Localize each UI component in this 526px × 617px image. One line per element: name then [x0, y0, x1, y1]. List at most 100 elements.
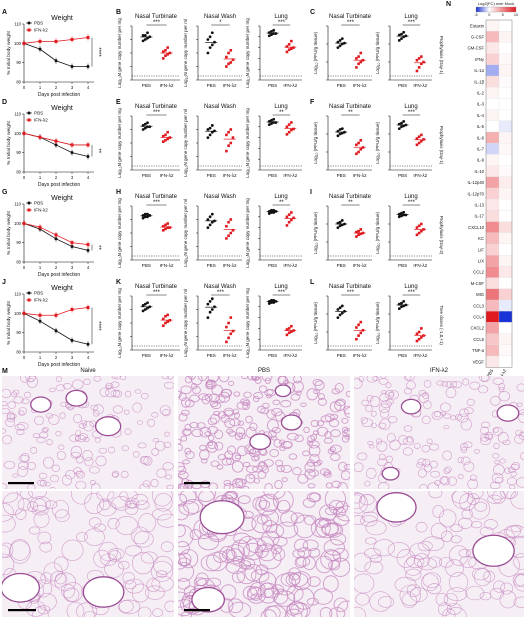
- category-label: PBS: [268, 263, 277, 268]
- alveolus: [52, 500, 69, 519]
- data-point: [397, 127, 401, 130]
- data-point: [70, 245, 74, 249]
- alveolus: [95, 455, 107, 467]
- row-side-label: Prophylaxis (Day-1): [439, 36, 444, 75]
- data-point: [22, 41, 26, 45]
- alveolus: [11, 391, 18, 398]
- alveolus: [343, 464, 350, 470]
- heatmap-N: N Log2(FC) over Mock -5 0 5 10 Eotaxin G-CSF GM-…: [446, 1, 518, 382]
- category-label: IFN-λ2: [353, 173, 367, 178]
- data-point: [206, 316, 210, 319]
- heatmap-cell: [485, 210, 500, 222]
- alveolus: [189, 394, 200, 403]
- alveolus: [227, 445, 236, 455]
- alveolus: [271, 584, 285, 595]
- data-point: [161, 224, 165, 228]
- alveolus: [418, 390, 427, 397]
- alveolus: [312, 378, 323, 386]
- heatmap-cell: [485, 333, 500, 345]
- alveolus: [484, 431, 494, 441]
- data-point: [359, 232, 363, 236]
- alveolus: [288, 573, 301, 586]
- alveolus: [17, 498, 31, 512]
- alveolus: [2, 435, 12, 445]
- alveolus: [242, 585, 258, 600]
- alveolus: [448, 572, 469, 593]
- alveolus: [272, 491, 294, 512]
- alveolus: [185, 450, 195, 460]
- alveolus: [430, 471, 441, 478]
- data-point: [417, 231, 421, 235]
- y-tick-label: 80: [16, 260, 21, 265]
- alveolus: [178, 475, 183, 486]
- data-point: [357, 55, 360, 58]
- data-point: [404, 213, 408, 217]
- alveolus: [273, 438, 282, 448]
- heatmap-cell: [485, 131, 500, 144]
- alveolus: [426, 438, 433, 444]
- alveolus: [457, 517, 473, 529]
- x-tick-label: 1: [39, 85, 42, 90]
- heatmap-row-label: CCL2: [473, 270, 484, 275]
- alveolus: [445, 607, 467, 617]
- alveolus: [459, 408, 470, 417]
- alveolus: [199, 444, 207, 452]
- alveolus: [165, 474, 173, 480]
- data-point: [420, 336, 423, 339]
- heatmap-cell: [498, 266, 513, 278]
- alveolus: [140, 551, 158, 564]
- significance-label: *: [219, 20, 222, 26]
- y-axis-title: Log10N gene copy number per mg: [117, 198, 123, 268]
- heatmap-cell: [498, 199, 513, 211]
- data-point: [267, 302, 271, 305]
- heatmap-column-label: PBS: [486, 368, 495, 378]
- alveolus: [138, 513, 156, 533]
- airway: [65, 389, 88, 407]
- alveolus: [207, 376, 219, 383]
- airway: [191, 586, 226, 613]
- alveolus: [232, 478, 244, 489]
- data-point: [210, 124, 214, 127]
- dot-plot-F: Lung PBS IFN-λ2 *** Log10 (PFU/g tissue): [375, 104, 432, 178]
- alveolus: [2, 503, 14, 522]
- alveolus: [98, 447, 108, 454]
- heatmap-row-label: MIG: [476, 292, 484, 297]
- alveolus: [439, 476, 449, 485]
- alveolus: [120, 470, 129, 479]
- alveolus: [457, 474, 464, 480]
- heatmap-row-label: G-CSF: [471, 34, 484, 39]
- heatmap-row-label: IL-12p40: [467, 180, 484, 185]
- data-point: [287, 327, 291, 330]
- category-label: PBS: [142, 263, 151, 268]
- data-point: [70, 143, 74, 147]
- y-axis-title: Log10N gene copy number per ml: [183, 199, 189, 267]
- x-tick-label: 3: [71, 85, 74, 90]
- x-tick-label: 2: [55, 175, 58, 180]
- alveolus: [266, 409, 276, 420]
- alveolus: [211, 402, 222, 410]
- alveolus: [258, 460, 266, 467]
- heatmap-cell: [498, 288, 513, 301]
- legend-label-pbs: PBS: [34, 291, 43, 296]
- alveolus: [459, 493, 476, 511]
- heatmap-cell: [498, 187, 513, 200]
- chart-title: Nasal Turbinate: [135, 194, 178, 200]
- data-point: [420, 139, 423, 143]
- data-point: [400, 125, 403, 129]
- alveolus: [257, 543, 277, 562]
- alveolus: [135, 500, 150, 510]
- heatmap-cell: [485, 143, 500, 155]
- data-point: [274, 121, 278, 124]
- data-point: [285, 333, 289, 337]
- heatmap-cell: [485, 187, 500, 200]
- heatmap-cell: [498, 277, 513, 289]
- alveolus: [297, 547, 312, 558]
- alveolus: [263, 491, 286, 500]
- heatmap-row-label: IFNγ: [475, 57, 485, 62]
- alveolus: [354, 606, 366, 617]
- alveolus: [224, 417, 236, 429]
- x-tick-label: 4: [87, 175, 90, 180]
- dot-plot-K: Lung PBS IFN-λ2 *** Log10N gene copy number …: [245, 284, 302, 358]
- alveolus: [480, 436, 491, 446]
- alveolus: [248, 474, 255, 479]
